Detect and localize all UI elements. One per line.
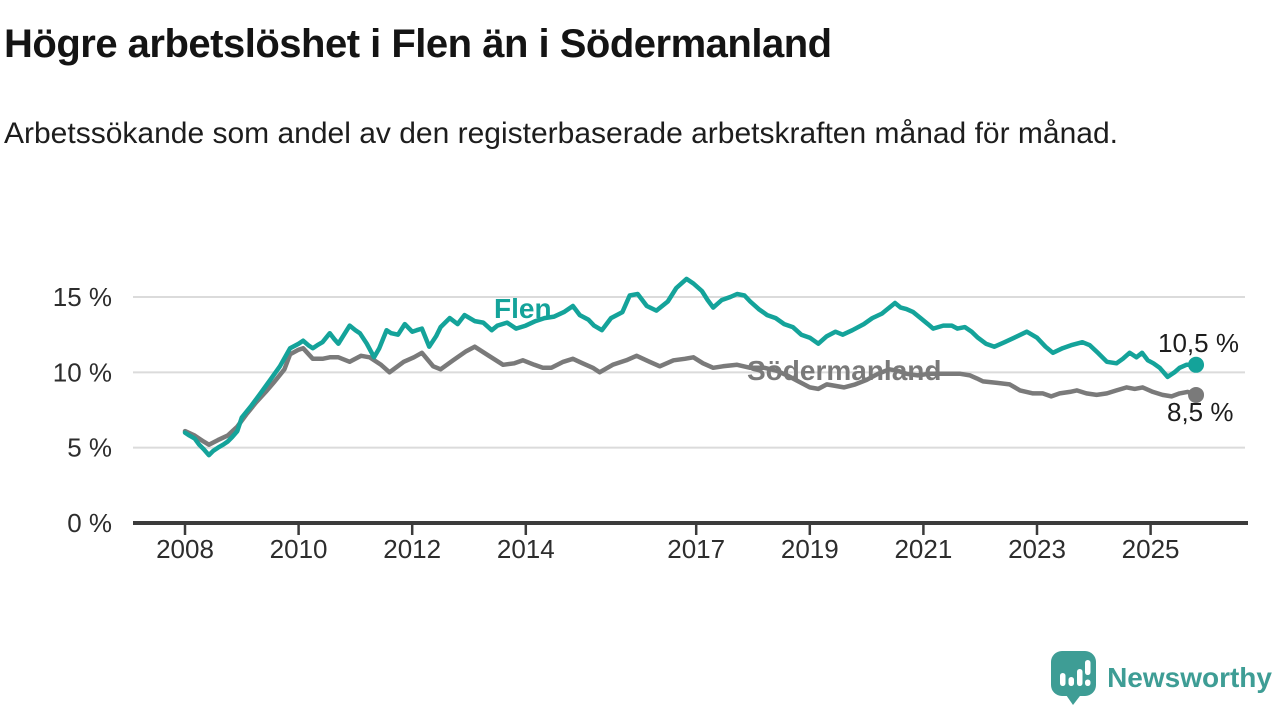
x-axis-tick-label: 2010: [270, 534, 328, 564]
x-axis-tick-label: 2012: [383, 534, 441, 564]
flen-end-value-label: 10,5 %: [1158, 328, 1239, 358]
chart-subtitle: Arbetssökande som andel av den registerb…: [4, 117, 1118, 150]
södermanland-end-dot: [1188, 386, 1205, 403]
södermanland-line: [182, 344, 1199, 447]
x-axis-tick-label: 2008: [156, 534, 214, 564]
newsworthy-bubble-chart-icon: [1051, 651, 1097, 705]
x-axis-tick-label: 2019: [781, 534, 839, 564]
chart-title: Högre arbetslöshet i Flen än i Södermanl…: [4, 22, 832, 66]
flen-end-dot: [1188, 356, 1205, 373]
newsworthy-logo-text: Newsworthy: [1107, 662, 1272, 693]
flen-line: [182, 276, 1199, 458]
y-axis-tick-label: 15 %: [53, 282, 112, 312]
x-axis-tick-label: 2021: [894, 534, 952, 564]
y-axis-tick-label: 10 %: [53, 357, 112, 387]
x-axis-tick-label: 2025: [1122, 534, 1180, 564]
flen-series-label: Flen: [494, 293, 552, 324]
x-axis-tick-label: 2017: [667, 534, 725, 564]
y-axis-tick-label: 0 %: [67, 508, 112, 538]
y-axis-tick-label: 5 %: [67, 433, 112, 463]
södermanland-series-label: Södermanland: [747, 355, 941, 386]
x-axis-tick-label: 2023: [1008, 534, 1066, 564]
södermanland-end-value-label: 8,5 %: [1167, 397, 1234, 427]
x-axis-tick-label: 2014: [497, 534, 555, 564]
newsworthy-logo: Newsworthy: [1050, 650, 1272, 706]
